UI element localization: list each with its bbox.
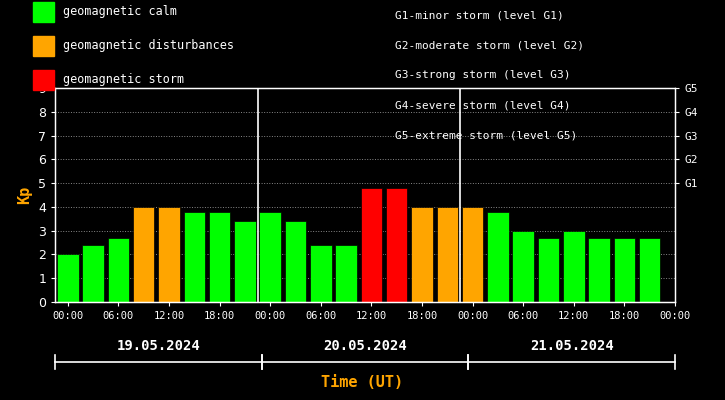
Bar	[487, 212, 509, 302]
Y-axis label: Kp: Kp	[17, 186, 33, 204]
Bar	[133, 207, 154, 302]
Bar	[538, 238, 559, 302]
Text: Time (UT): Time (UT)	[321, 375, 404, 390]
Bar	[360, 188, 382, 302]
Bar	[588, 238, 610, 302]
Bar	[411, 207, 433, 302]
Text: 20.05.2024: 20.05.2024	[323, 339, 407, 353]
Bar	[57, 254, 78, 302]
Text: G5-extreme storm (level G5): G5-extreme storm (level G5)	[395, 130, 577, 140]
Bar	[563, 231, 584, 302]
Bar	[513, 231, 534, 302]
Bar	[639, 238, 660, 302]
Bar	[386, 188, 407, 302]
Bar	[436, 207, 458, 302]
Bar	[107, 238, 129, 302]
Bar	[462, 207, 484, 302]
Text: 21.05.2024: 21.05.2024	[530, 339, 613, 353]
Bar	[183, 212, 205, 302]
Text: G2-moderate storm (level G2): G2-moderate storm (level G2)	[395, 40, 584, 50]
Bar	[158, 207, 180, 302]
Text: geomagnetic disturbances: geomagnetic disturbances	[63, 40, 234, 52]
Bar	[209, 212, 231, 302]
Text: G1-minor storm (level G1): G1-minor storm (level G1)	[395, 10, 564, 20]
Bar	[310, 245, 331, 302]
Text: G4-severe storm (level G4): G4-severe storm (level G4)	[395, 100, 571, 110]
Bar	[613, 238, 635, 302]
Text: 19.05.2024: 19.05.2024	[117, 339, 200, 353]
Bar	[260, 212, 281, 302]
Text: G3-strong storm (level G3): G3-strong storm (level G3)	[395, 70, 571, 80]
Text: geomagnetic storm: geomagnetic storm	[63, 74, 184, 86]
Bar	[83, 245, 104, 302]
Bar	[335, 245, 357, 302]
Text: geomagnetic calm: geomagnetic calm	[63, 6, 177, 18]
Bar	[234, 221, 256, 302]
Bar	[285, 221, 306, 302]
